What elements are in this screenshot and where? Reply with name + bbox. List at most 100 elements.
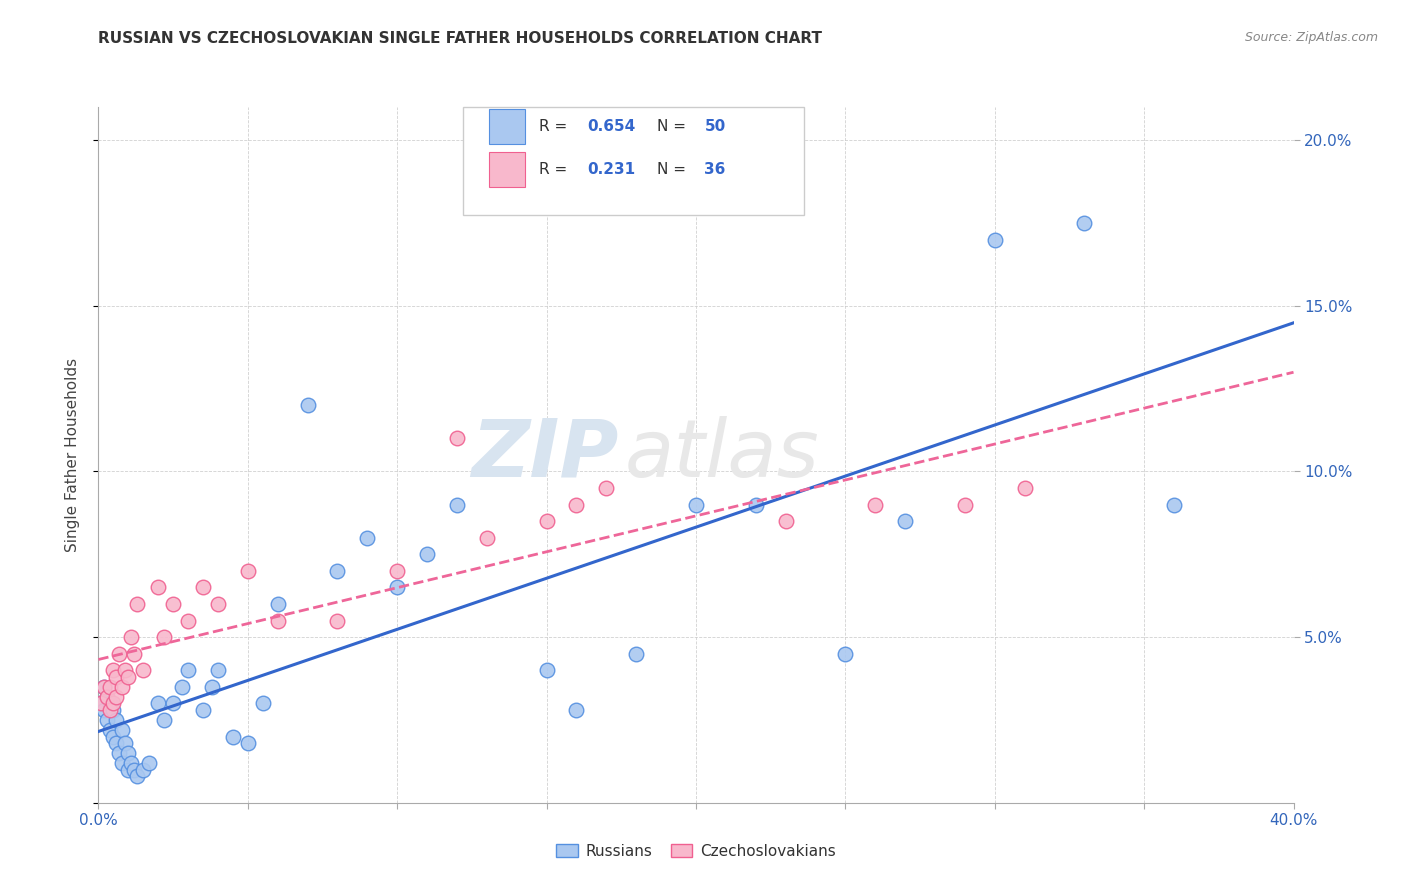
- Point: [105, 713, 128, 727]
- Point: [111, 756, 134, 770]
- Point: [1073, 216, 1095, 230]
- Text: R =: R =: [540, 120, 572, 134]
- Point: [108, 647, 131, 661]
- Point: [326, 614, 349, 628]
- Point: [201, 680, 224, 694]
- Point: [114, 736, 136, 750]
- Point: [153, 713, 176, 727]
- Text: Source: ZipAtlas.com: Source: ZipAtlas.com: [1244, 31, 1378, 45]
- Point: [103, 697, 125, 711]
- Point: [595, 481, 617, 495]
- Point: [124, 763, 146, 777]
- Point: [105, 736, 128, 750]
- Point: [105, 670, 128, 684]
- Point: [475, 531, 498, 545]
- Point: [103, 663, 125, 677]
- Point: [191, 703, 214, 717]
- Text: N =: N =: [657, 120, 690, 134]
- Point: [148, 581, 170, 595]
- Point: [191, 581, 214, 595]
- Text: ZIP: ZIP: [471, 416, 619, 494]
- Point: [105, 690, 128, 704]
- Point: [111, 680, 134, 694]
- Point: [132, 763, 155, 777]
- Point: [252, 697, 274, 711]
- Point: [626, 647, 648, 661]
- Point: [385, 581, 409, 595]
- FancyBboxPatch shape: [489, 109, 524, 144]
- Text: 36: 36: [704, 162, 725, 178]
- Point: [446, 431, 468, 445]
- Point: [236, 736, 259, 750]
- Text: RUSSIAN VS CZECHOSLOVAKIAN SINGLE FATHER HOUSEHOLDS CORRELATION CHART: RUSSIAN VS CZECHOSLOVAKIAN SINGLE FATHER…: [98, 31, 823, 46]
- Point: [114, 663, 136, 677]
- Point: [536, 514, 558, 528]
- Point: [865, 498, 887, 512]
- Point: [222, 730, 245, 744]
- Point: [326, 564, 349, 578]
- Text: atlas: atlas: [624, 416, 820, 494]
- Point: [416, 547, 439, 561]
- Point: [132, 663, 155, 677]
- Text: R =: R =: [540, 162, 572, 178]
- Point: [834, 647, 856, 661]
- Point: [98, 703, 122, 717]
- Point: [162, 697, 184, 711]
- Point: [446, 498, 468, 512]
- Point: [117, 763, 139, 777]
- Point: [120, 756, 142, 770]
- FancyBboxPatch shape: [489, 153, 524, 187]
- Point: [565, 703, 588, 717]
- Point: [385, 564, 409, 578]
- Point: [356, 531, 378, 545]
- Point: [98, 680, 122, 694]
- Point: [111, 723, 134, 737]
- Point: [103, 730, 125, 744]
- Point: [536, 663, 558, 677]
- Point: [685, 498, 707, 512]
- Point: [984, 233, 1007, 247]
- Point: [98, 697, 122, 711]
- Point: [127, 597, 149, 611]
- Point: [96, 690, 118, 704]
- Point: [297, 398, 319, 412]
- Point: [96, 713, 118, 727]
- Point: [207, 663, 229, 677]
- Point: [953, 498, 976, 512]
- Point: [1014, 481, 1036, 495]
- Point: [93, 680, 115, 694]
- Point: [775, 514, 797, 528]
- Text: 0.231: 0.231: [588, 162, 636, 178]
- Y-axis label: Single Father Households: Single Father Households: [65, 358, 80, 552]
- Point: [103, 703, 125, 717]
- Point: [207, 597, 229, 611]
- Point: [177, 614, 200, 628]
- Point: [565, 498, 588, 512]
- Point: [98, 723, 122, 737]
- Point: [162, 597, 184, 611]
- Point: [267, 614, 290, 628]
- Point: [745, 498, 768, 512]
- Text: 0.654: 0.654: [588, 120, 636, 134]
- Point: [117, 670, 139, 684]
- Point: [117, 746, 139, 760]
- Point: [177, 663, 200, 677]
- Point: [138, 756, 160, 770]
- Point: [93, 680, 115, 694]
- Point: [148, 697, 170, 711]
- FancyBboxPatch shape: [463, 107, 804, 215]
- Point: [127, 769, 149, 783]
- Point: [90, 697, 112, 711]
- Text: N =: N =: [657, 162, 690, 178]
- Point: [90, 697, 112, 711]
- Point: [1163, 498, 1185, 512]
- Text: 50: 50: [704, 120, 725, 134]
- Point: [236, 564, 259, 578]
- Point: [124, 647, 146, 661]
- Point: [108, 746, 131, 760]
- Point: [894, 514, 917, 528]
- Point: [172, 680, 194, 694]
- Point: [267, 597, 290, 611]
- Point: [153, 630, 176, 644]
- Point: [120, 630, 142, 644]
